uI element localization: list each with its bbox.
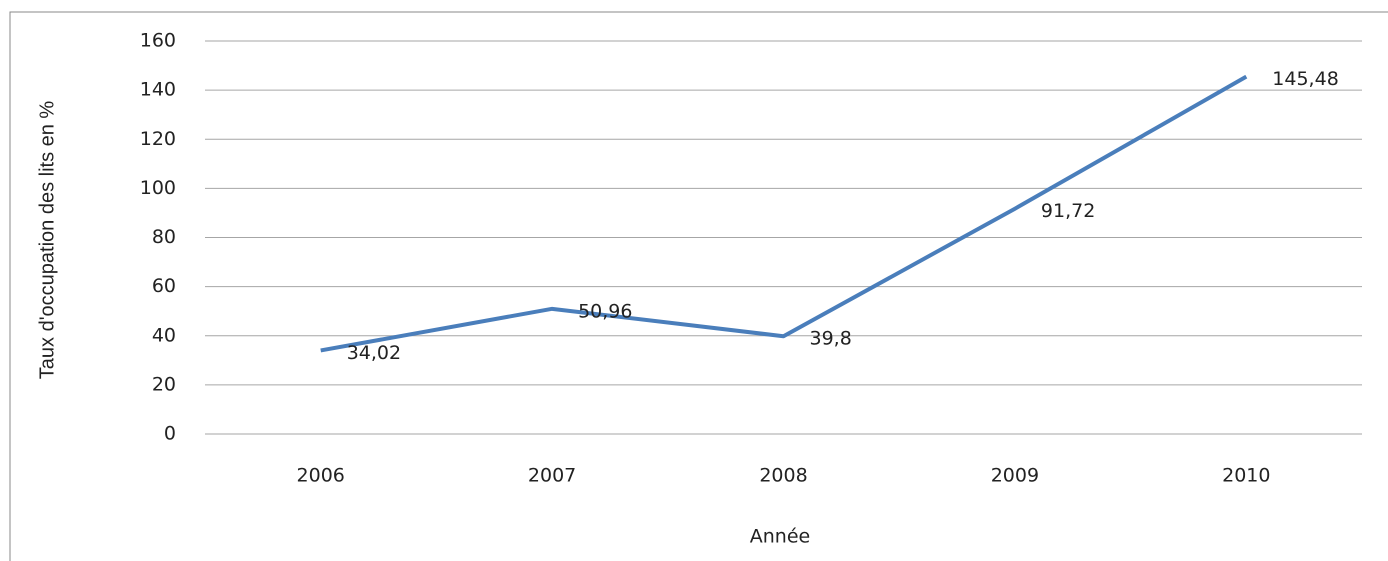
y-tick-label: 20 (152, 373, 176, 395)
x-axis-title: Année (750, 526, 810, 548)
data-label: 50,96 (578, 300, 632, 322)
y-tick-label: 100 (140, 177, 176, 199)
y-tick-label: 160 (140, 30, 176, 52)
x-tick-label: 2010 (1222, 465, 1270, 487)
data-label: 91,72 (1041, 200, 1095, 222)
x-tick-label: 2008 (759, 465, 807, 487)
y-axis-title: Taux d'occupation des lits en % (36, 101, 58, 380)
y-tick-label: 40 (152, 324, 176, 346)
x-tick-label: 2006 (297, 465, 345, 487)
y-tick-label: 60 (152, 275, 176, 297)
data-label: 34,02 (347, 342, 401, 364)
data-line (320, 74, 1248, 353)
chart-frame (9, 11, 1388, 561)
y-tick-label: 120 (140, 128, 176, 150)
x-tick-label: 2009 (991, 465, 1039, 487)
y-tick-label: 0 (164, 423, 176, 445)
y-tick-label: 140 (140, 79, 176, 101)
data-label: 39,8 (810, 328, 852, 350)
data-label: 145,48 (1272, 68, 1338, 90)
y-tick-label: 80 (152, 226, 176, 248)
x-tick-label: 2007 (528, 465, 576, 487)
